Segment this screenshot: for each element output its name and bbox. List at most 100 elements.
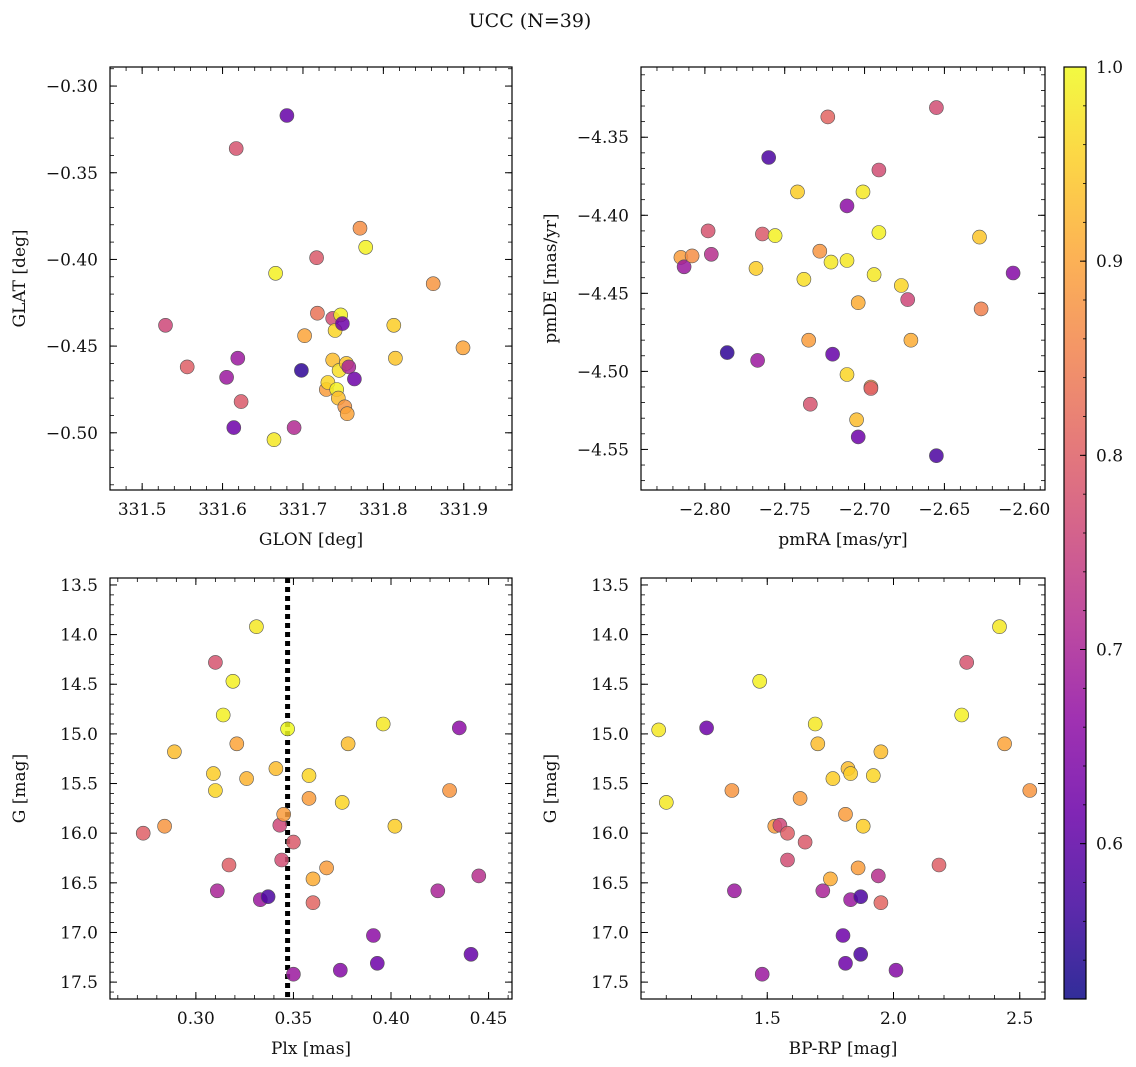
scatter-panel-1: 331.5 331.6 331.7 331.8 331.9 −0.50 −0.45 −0.40… xyxy=(10,66,513,550)
data-point xyxy=(954,707,970,723)
y-tick-label: 16.0 xyxy=(591,824,629,844)
x-tick-label: 331.6 xyxy=(198,500,247,520)
data-point xyxy=(748,261,764,276)
data-point xyxy=(369,955,385,971)
x-tick-label: −2.60 xyxy=(998,500,1050,520)
data-point xyxy=(274,852,290,868)
data-point xyxy=(208,783,223,798)
data-point xyxy=(451,720,467,736)
data-point xyxy=(815,883,831,899)
data-point xyxy=(249,619,264,635)
data-point xyxy=(727,883,742,899)
data-point xyxy=(226,420,242,435)
y-tick-label: −0.30 xyxy=(46,77,98,97)
data-point xyxy=(286,966,301,982)
x-axis-label: pmRA [mas/yr] xyxy=(778,530,907,550)
x-tick-label: 331.9 xyxy=(439,500,488,520)
data-point xyxy=(873,895,889,911)
data-point xyxy=(893,278,909,293)
data-point xyxy=(855,818,871,834)
y-axis-label: G [mag] xyxy=(10,754,30,823)
data-point xyxy=(463,946,479,962)
data-point xyxy=(305,871,321,887)
data-point xyxy=(823,871,838,887)
x-tick-label: 2.5 xyxy=(1006,1009,1033,1029)
data-point xyxy=(215,707,231,723)
data-point xyxy=(335,316,350,331)
y-axis-label: G [mag] xyxy=(541,754,561,823)
data-point xyxy=(850,429,866,445)
scatter-panel-3: 0.30 0.35 0.40 0.45 13.5 14.0 14.5 15.0 15.5 16.0… xyxy=(10,576,513,1059)
x-tick-label: 1.5 xyxy=(754,1009,781,1029)
y-tick-label: 15.0 xyxy=(591,725,629,745)
y-tick-label: −0.50 xyxy=(46,424,98,444)
data-point xyxy=(375,716,391,732)
colorbar: 0.6 0.7 0.8 0.9 1.0 xyxy=(1063,58,1123,1000)
x-tick-label: 2.0 xyxy=(880,1009,907,1029)
data-point xyxy=(1005,265,1021,281)
data-point xyxy=(319,860,334,876)
data-point xyxy=(157,818,172,834)
data-point xyxy=(352,220,368,236)
colorbar-tick-label: 0.8 xyxy=(1096,446,1123,466)
data-point xyxy=(358,240,374,255)
scatter-panel-4: 1.5 2.0 2.5 13.5 14.0 14.5 15.0 15.5 16.0 16.5 17.… xyxy=(541,576,1046,1059)
data-point xyxy=(838,806,853,822)
data-point xyxy=(825,346,840,362)
data-point xyxy=(651,722,667,738)
x-tick-label: −2.80 xyxy=(679,500,731,520)
x-tick-label: −2.65 xyxy=(918,500,970,520)
data-point xyxy=(268,265,283,281)
y-tick-label: 17.5 xyxy=(591,973,629,993)
y-tick-label: 15.0 xyxy=(60,725,98,745)
data-point xyxy=(225,673,241,689)
y-tick-label: 17.0 xyxy=(591,923,629,943)
x-axis-label: GLON [deg] xyxy=(259,530,363,550)
y-axis-label: pmDE [mas/yr] xyxy=(541,213,561,343)
data-point xyxy=(703,247,719,262)
y-tick-label: 17.0 xyxy=(60,923,98,943)
data-point xyxy=(239,771,254,786)
data-point xyxy=(455,340,471,356)
data-point xyxy=(366,928,381,943)
data-point xyxy=(425,276,441,292)
data-point xyxy=(347,371,362,387)
data-point xyxy=(1022,783,1038,798)
y-tick-label: 14.5 xyxy=(591,675,629,695)
data-point xyxy=(838,955,853,971)
x-tick-label: 0.35 xyxy=(275,1009,313,1029)
data-point xyxy=(442,783,457,798)
data-point xyxy=(873,744,889,760)
data-point xyxy=(388,350,403,366)
data-point xyxy=(853,946,869,962)
data-point xyxy=(276,806,292,822)
data-point xyxy=(332,962,348,978)
y-tick-label: −0.35 xyxy=(46,164,98,184)
data-point xyxy=(286,834,301,850)
axes-frame xyxy=(640,66,1046,491)
data-point xyxy=(280,721,295,737)
data-point xyxy=(719,345,735,360)
axes-frame xyxy=(109,577,513,1000)
data-point xyxy=(823,254,839,270)
y-tick-label: 17.5 xyxy=(60,973,98,993)
data-point xyxy=(903,332,919,348)
colorbar-tick-label: 0.9 xyxy=(1096,252,1123,272)
data-point xyxy=(339,406,355,422)
y-tick-label: −4.45 xyxy=(577,284,629,304)
data-point xyxy=(959,655,975,670)
data-point xyxy=(233,394,249,409)
x-tick-label: −2.75 xyxy=(759,500,811,520)
data-point xyxy=(700,223,716,239)
y-tick-label: 13.5 xyxy=(60,576,98,596)
y-tick-label: 15.5 xyxy=(591,775,629,795)
data-point xyxy=(658,795,674,810)
y-tick-label: 16.0 xyxy=(60,824,98,844)
y-tick-label: 14.5 xyxy=(60,675,98,695)
data-point xyxy=(179,359,195,375)
data-point xyxy=(724,783,740,798)
data-point xyxy=(301,768,317,783)
data-point xyxy=(297,328,312,344)
data-point xyxy=(767,228,783,243)
